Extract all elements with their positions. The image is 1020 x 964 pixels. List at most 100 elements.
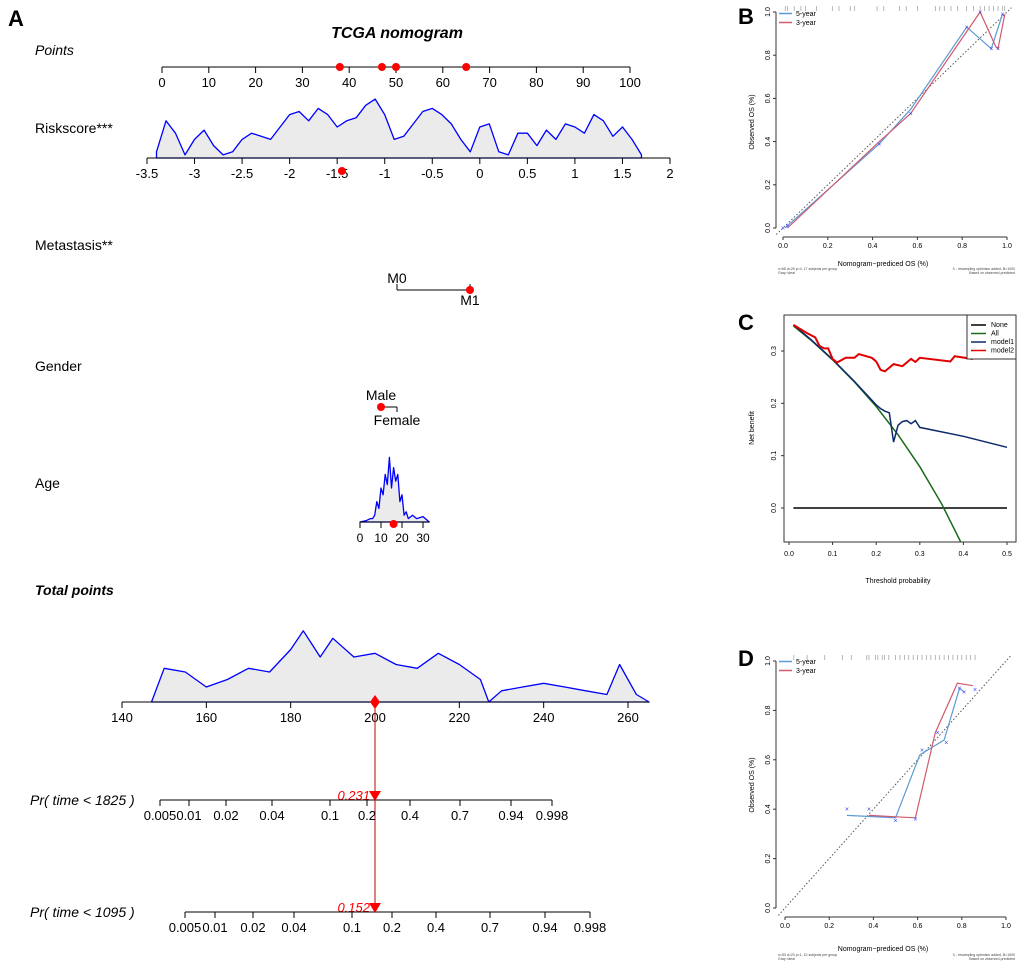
undefined-y-tick-label: 0.4 xyxy=(765,137,772,147)
c-y-tick-label: 0.2 xyxy=(771,398,778,408)
prob_1825-tick-label: 0.005 xyxy=(144,808,177,823)
undefined-x-tick-label: 0.4 xyxy=(869,923,879,930)
undefined-x-mark: × xyxy=(1000,12,1004,19)
points-tick-label: 30 xyxy=(295,75,309,90)
d-legend-5year: 5-year xyxy=(796,659,817,666)
undefined-x-mark: × xyxy=(978,10,982,17)
gender-level-male: Male xyxy=(366,387,397,403)
c-x-tick-label: 0.5 xyxy=(1002,551,1012,558)
undefined-x-tick-label: 0.0 xyxy=(778,243,788,250)
undefined-ideal-line xyxy=(775,7,1012,235)
undefined-x-tick-label: 0.8 xyxy=(957,243,967,250)
undefined-x-mark: × xyxy=(893,818,897,825)
panel-label-d: D xyxy=(738,646,754,671)
undefined-x-mark: × xyxy=(996,46,1000,53)
b-ylabel: Observed OS (%) xyxy=(749,94,756,149)
undefined-x-tick-label: 0.6 xyxy=(913,243,923,250)
gender-level-female: Female xyxy=(374,412,421,428)
age-tick-label: 30 xyxy=(416,531,430,545)
undefined-series-3-year xyxy=(787,10,1006,229)
prob_1095-tick-label: 0.2 xyxy=(383,920,401,935)
points-tick-label: 10 xyxy=(202,75,216,90)
prob_1095-tick-label: 0.005 xyxy=(169,920,202,935)
undefined-x-tick-label: 0.2 xyxy=(824,923,834,930)
b-footnote-right-1: X - resampling optimism added, B=1000 xyxy=(953,267,1015,271)
prob_1825-tick-label: 0.01 xyxy=(176,808,201,823)
c-legend-box xyxy=(966,314,1017,360)
undefined-y-tick-label: 0.2 xyxy=(765,854,772,864)
prob_1095-tick-label: 0.02 xyxy=(240,920,265,935)
b-footnote-left-1: n=65 d=29 p=4, 17 subjects per group xyxy=(778,267,837,271)
undefined-x-tick-label: 0.0 xyxy=(780,923,790,930)
undefined-series-5-year xyxy=(784,14,1004,229)
c-ylabel: Net benefit xyxy=(749,411,756,445)
riskscore-density xyxy=(155,98,643,159)
undefined-x-tick-label: 1.0 xyxy=(1002,243,1012,250)
age-tick-label: 10 xyxy=(374,531,388,545)
nomogram: TCGA nomogram Points Riskscore*** Metast… xyxy=(30,25,674,935)
nomogram-title: TCGA nomogram xyxy=(331,25,463,42)
metastasis-level-m1: M1 xyxy=(460,292,480,308)
c-y-tick-label: 0.3 xyxy=(771,346,778,356)
undefined-x-mark: × xyxy=(962,689,966,696)
prob_1825-tick-label: 0.4 xyxy=(401,808,419,823)
metastasis-marker xyxy=(466,286,474,294)
prob_1095-tick-label: 0.1 xyxy=(343,920,361,935)
panel-label-b: B xyxy=(738,4,754,29)
undefined-x-tick-label: 0.6 xyxy=(913,923,923,930)
undefined-ideal-line xyxy=(777,655,1011,916)
undefined-y-tick-label: 0.0 xyxy=(765,903,772,913)
total-points-tick-label: 240 xyxy=(533,710,555,725)
points-tick-label: 70 xyxy=(482,75,496,90)
undefined-x-mark: × xyxy=(845,807,849,814)
total-points-tick-label: 260 xyxy=(617,710,639,725)
points-marker xyxy=(377,63,386,71)
undefined-x-mark: × xyxy=(989,46,993,53)
undefined-x-tick-label: 0.2 xyxy=(823,243,833,250)
undefined-y-tick-label: 0.6 xyxy=(765,93,772,103)
undefined-x-mark: × xyxy=(909,111,913,118)
c-x-tick-label: 0.2 xyxy=(871,551,881,558)
points-tick-label: 80 xyxy=(529,75,543,90)
total-points-marker xyxy=(370,695,380,709)
riskscore-tick-label: -2.5 xyxy=(231,166,253,181)
undefined-x-mark: × xyxy=(958,686,962,693)
riskscore-tick-label: -2 xyxy=(284,166,296,181)
panel-label-a: A xyxy=(8,6,24,31)
riskscore-marker xyxy=(337,167,346,175)
points-marker xyxy=(392,63,400,71)
c-xlabel: Threshold probability xyxy=(866,578,931,585)
undefined-y-tick-label: 0.8 xyxy=(765,705,772,715)
total-points-tick-label: 140 xyxy=(111,710,133,725)
undefined-x-mark: × xyxy=(935,730,939,737)
c-x-tick-label: 0.0 xyxy=(784,551,794,558)
points-marker xyxy=(335,63,344,71)
c-plot-box xyxy=(783,314,1017,543)
points-label: Points xyxy=(35,42,74,58)
prob_1825-tick-label: 0.2 xyxy=(358,808,376,823)
d-footnote-right-1: X - resampling optimism added, B=1000 xyxy=(953,953,1015,957)
undefined-y-tick-label: 0.6 xyxy=(765,755,772,765)
prob_1095-marker xyxy=(369,903,381,913)
gender-label: Gender xyxy=(35,358,82,374)
prob_1825-tick-label: 0.998 xyxy=(536,808,569,823)
prob_1825-tick-label: 0.04 xyxy=(259,808,284,823)
d-footnote-right-2: Based on observed-predicted xyxy=(969,957,1015,961)
undefined-y-tick-label: 1.0 xyxy=(765,7,772,17)
c-x-tick-label: 0.4 xyxy=(959,551,969,558)
prob_1825-marker xyxy=(369,791,381,801)
c-legend-all: All xyxy=(991,331,999,338)
prob_1095-tick-label: 0.7 xyxy=(481,920,499,935)
c-plot-area xyxy=(792,323,1008,542)
calibration-plot-b: Nomogram−prediced OS (%) Observed OS (%)… xyxy=(749,6,1015,275)
undefined-y-tick-label: 0.2 xyxy=(765,180,772,190)
c-y-tick-label: 0.1 xyxy=(771,451,778,461)
prob-1095-label: Pr( time < 1095 ) xyxy=(30,904,135,920)
prob_1825-tick-label: 0.1 xyxy=(321,808,339,823)
undefined-x-mark: × xyxy=(867,807,871,814)
prob-1825-label: Pr( time < 1825 ) xyxy=(30,792,135,808)
points-marker xyxy=(462,63,471,71)
total-points-tick-label: 180 xyxy=(280,710,302,725)
riskscore-tick-label: 1.5 xyxy=(613,166,631,181)
